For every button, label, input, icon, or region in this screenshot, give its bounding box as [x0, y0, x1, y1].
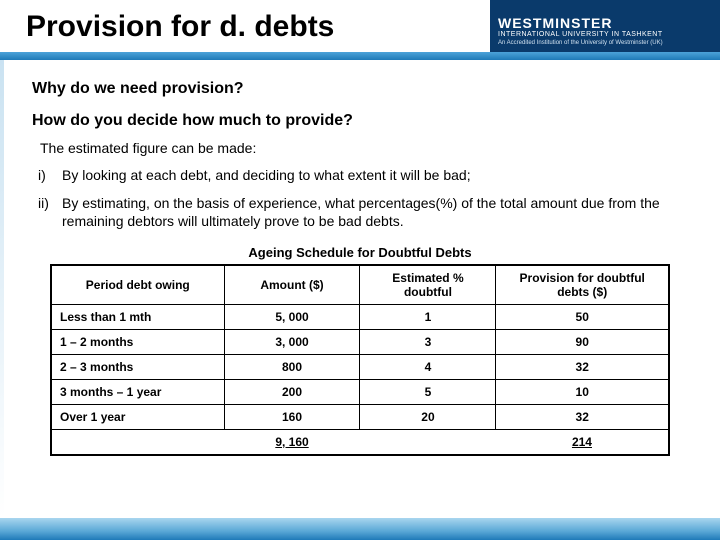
list-item: i) By looking at each debt, and deciding… — [38, 166, 688, 184]
cell-empty — [51, 429, 224, 455]
table-row: 3 months – 1 year 200 5 10 — [51, 379, 669, 404]
footer-band — [0, 518, 720, 540]
list-item-number: i) — [38, 166, 62, 184]
table-row: Over 1 year 160 20 32 — [51, 404, 669, 429]
col-percent: Estimated % doubtful — [360, 265, 496, 305]
cell-provision: 90 — [496, 329, 669, 354]
cell-amount: 200 — [224, 379, 360, 404]
cell-amount: 3, 000 — [224, 329, 360, 354]
cell-period: Over 1 year — [51, 404, 224, 429]
cell-percent: 4 — [360, 354, 496, 379]
logo-text-sub: INTERNATIONAL UNIVERSITY IN TASHKENT — [498, 31, 720, 38]
cell-total-provision: 214 — [496, 429, 669, 455]
cell-amount: 160 — [224, 404, 360, 429]
list-item-number: ii) — [38, 194, 62, 230]
question-2: How do you decide how much to provide? — [32, 112, 688, 130]
ageing-table: Period debt owing Amount ($) Estimated %… — [50, 264, 670, 456]
cell-percent: 20 — [360, 404, 496, 429]
cell-amount: 800 — [224, 354, 360, 379]
list-item: ii) By estimating, on the basis of exper… — [38, 194, 688, 230]
cell-percent: 5 — [360, 379, 496, 404]
method-list: i) By looking at each debt, and deciding… — [38, 166, 688, 231]
cell-provision: 32 — [496, 354, 669, 379]
slide-content: Why do we need provision? How do you dec… — [0, 60, 720, 456]
cell-percent: 3 — [360, 329, 496, 354]
col-amount: Amount ($) — [224, 265, 360, 305]
list-item-text: By estimating, on the basis of experienc… — [62, 194, 688, 230]
question-1: Why do we need provision? — [32, 80, 688, 98]
list-item-text: By looking at each debt, and deciding to… — [62, 166, 688, 184]
logo-text-accred: An Accredited Institution of the Univers… — [498, 40, 720, 46]
cell-percent: 1 — [360, 304, 496, 329]
col-period: Period debt owing — [51, 265, 224, 305]
table-total-row: 9, 160 214 — [51, 429, 669, 455]
cell-provision: 10 — [496, 379, 669, 404]
cell-period: 1 – 2 months — [51, 329, 224, 354]
cell-amount: 5, 000 — [224, 304, 360, 329]
table-row: 2 – 3 months 800 4 32 — [51, 354, 669, 379]
cell-total-amount: 9, 160 — [224, 429, 360, 455]
col-provision: Provision for doubtful debts ($) — [496, 265, 669, 305]
cell-period: Less than 1 mth — [51, 304, 224, 329]
cell-provision: 32 — [496, 404, 669, 429]
ageing-table-wrap: Ageing Schedule for Doubtful Debts Perio… — [50, 241, 670, 456]
table-row: 1 – 2 months 3, 000 3 90 — [51, 329, 669, 354]
table-header-row: Period debt owing Amount ($) Estimated %… — [51, 265, 669, 305]
intro-text: The estimated figure can be made: — [40, 140, 688, 156]
cell-period: 2 – 3 months — [51, 354, 224, 379]
table-row: Less than 1 mth 5, 000 1 50 — [51, 304, 669, 329]
left-edge-accent — [0, 60, 4, 518]
logo-text-main: WESTMINSTER — [498, 15, 720, 31]
slide-header: Provision for d. debts WESTMINSTER INTER… — [0, 0, 720, 60]
brand-logo: WESTMINSTER INTERNATIONAL UNIVERSITY IN … — [490, 0, 720, 60]
header-divider-bar — [0, 52, 720, 60]
table-title: Ageing Schedule for Doubtful Debts — [50, 241, 670, 264]
cell-provision: 50 — [496, 304, 669, 329]
cell-period: 3 months – 1 year — [51, 379, 224, 404]
cell-empty — [360, 429, 496, 455]
